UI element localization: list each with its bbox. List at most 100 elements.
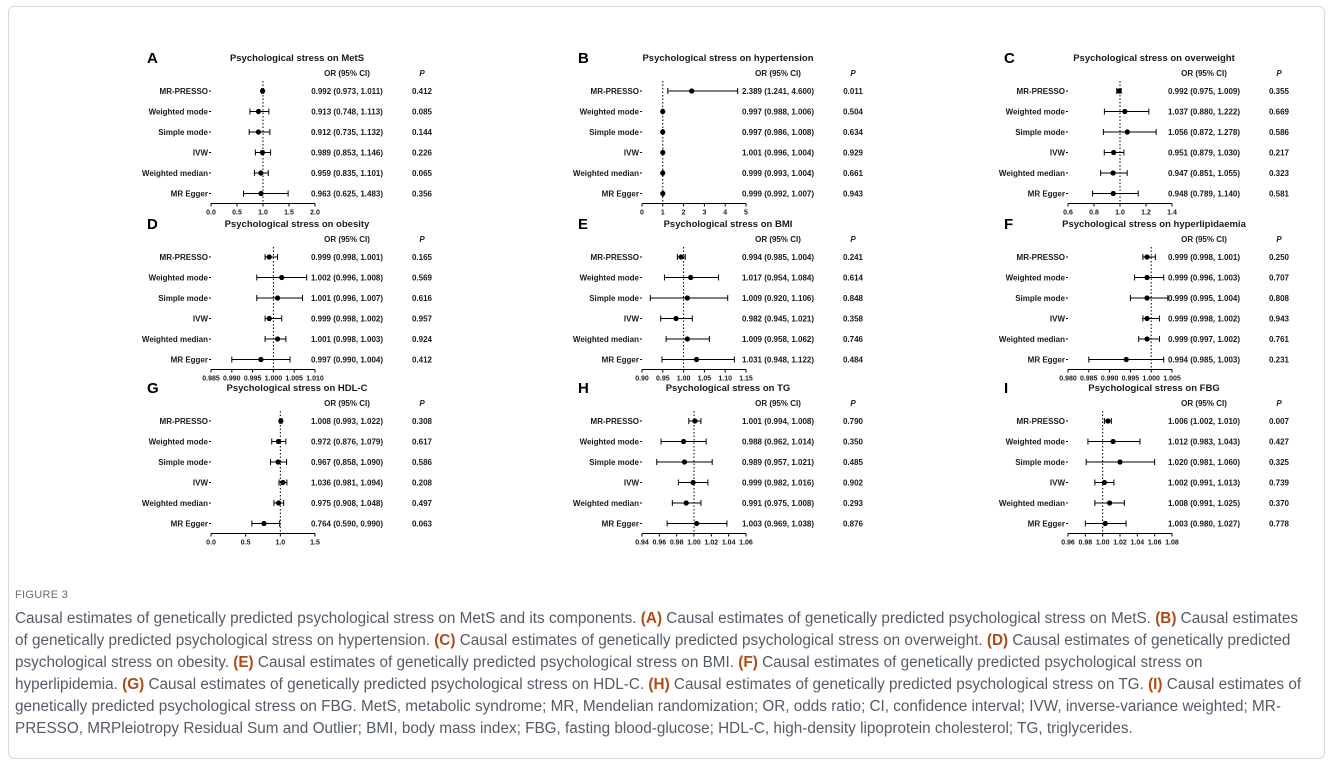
x-tick-label: 1.06 (1148, 540, 1162, 547)
x-tick-label: 1.0 (275, 540, 285, 547)
estimate-point (1124, 129, 1130, 135)
or-ci-value: 0.991 (0.975, 1.008) (742, 499, 814, 508)
x-tick-label: 0.985 (202, 376, 220, 383)
method-label: MR-PRESSO (1017, 417, 1065, 426)
x-tick-label: 1.2 (1141, 210, 1151, 217)
panel-h: H Psychological stress on TG OR (95% CI) P 0… (573, 380, 864, 547)
estimate-point (276, 500, 282, 506)
estimate-point (693, 356, 700, 363)
estimate-point (689, 88, 695, 94)
p-value: 0.848 (843, 294, 864, 303)
p-value: 0.790 (843, 417, 864, 426)
estimate-point (266, 254, 272, 260)
or-ci-value: 0.992 (0.975, 1.009) (1168, 87, 1240, 96)
caption-panel-ref: (B) (1155, 610, 1177, 627)
column-header-p: P (1276, 69, 1282, 78)
column-header-p: P (419, 69, 425, 78)
x-tick-label: 0.90 (635, 376, 649, 383)
estimate-point (692, 418, 698, 424)
method-label: IVW (624, 479, 640, 488)
figure-frame (8, 6, 1325, 759)
or-ci-value: 1.009 (0.958, 1.062) (742, 335, 814, 344)
panel-letter: E (578, 216, 588, 233)
method-label: Simple mode (589, 458, 639, 467)
panel-b: B Psychological stress on hypertension OR … (573, 50, 864, 217)
p-value: 0.924 (412, 335, 433, 344)
or-ci-value: 0.999 (0.992, 1.007) (742, 190, 814, 199)
or-ci-value: 0.988 (0.962, 1.014) (742, 438, 814, 447)
p-value: 0.325 (1269, 458, 1290, 467)
x-tick-label: 1.00 (1096, 540, 1110, 547)
method-label: Weighted mode (1006, 438, 1066, 447)
method-label: IVW (1050, 315, 1066, 324)
p-value: 0.943 (1269, 315, 1290, 324)
or-ci-value: 1.009 (0.920, 1.106) (742, 294, 814, 303)
method-label: MR-PRESSO (591, 253, 639, 262)
or-ci-value: 1.020 (0.981, 1.060) (1168, 458, 1240, 467)
estimate-point (255, 108, 262, 115)
caption-segment: Causal estimates of genetically predicte… (662, 610, 1156, 627)
method-label: Weighted median (142, 169, 208, 178)
column-header-p: P (850, 69, 856, 78)
or-ci-value: 1.008 (0.991, 1.025) (1168, 499, 1240, 508)
method-label: Simple mode (1015, 294, 1065, 303)
estimate-point (694, 520, 700, 527)
or-ci-value: 1.001 (0.998, 1.003) (311, 335, 383, 344)
estimate-point (259, 88, 266, 94)
estimate-point (660, 108, 666, 115)
p-value: 0.323 (1269, 169, 1290, 178)
panel-letter: C (1004, 50, 1015, 67)
method-label: Weighted median (142, 499, 208, 508)
estimate-point (688, 274, 694, 281)
or-ci-value: 0.997 (0.988, 1.006) (742, 108, 814, 117)
method-label: Weighted median (573, 169, 639, 178)
x-tick-label: 1.005 (1163, 376, 1181, 383)
estimate-point (275, 438, 281, 445)
p-value: 0.943 (843, 190, 864, 199)
p-value: 0.876 (843, 520, 864, 529)
panel-title: Psychological stress on BMI (664, 219, 793, 230)
estimate-point (690, 479, 696, 486)
x-tick-label: 0.98 (670, 540, 684, 547)
panel-letter: G (147, 380, 159, 397)
p-value: 0.355 (1269, 87, 1290, 96)
p-value: 0.746 (843, 335, 864, 344)
estimate-point (275, 459, 281, 465)
p-value: 0.350 (843, 438, 864, 447)
estimate-point (274, 295, 281, 301)
column-header-or: OR (95% CI) (755, 399, 801, 408)
p-value: 0.497 (412, 499, 433, 508)
p-value: 0.231 (1269, 356, 1290, 365)
column-header-p: P (850, 399, 856, 408)
estimate-point (1111, 149, 1117, 156)
x-tick-label: 1.05 (698, 376, 712, 383)
x-tick-label: 0.5 (241, 540, 251, 547)
p-value: 0.063 (412, 520, 433, 529)
p-value: 0.586 (1269, 128, 1290, 137)
estimate-point (684, 336, 690, 342)
x-tick-label: 1.08 (1165, 540, 1179, 547)
column-header-or: OR (95% CI) (1181, 235, 1227, 244)
method-label: MR Egger (171, 356, 208, 365)
estimate-point (660, 149, 666, 156)
caption-panel-ref: (D) (986, 632, 1009, 649)
caption-segment: Causal estimates of genetically predicte… (253, 654, 739, 671)
p-value: 0.484 (843, 356, 864, 365)
estimate-point (1122, 108, 1128, 115)
or-ci-value: 0.989 (0.853, 1.146) (311, 149, 383, 158)
x-tick-label: 1.00 (677, 376, 691, 383)
x-tick-label: 0.985 (1080, 376, 1098, 383)
or-ci-value: 1.037 (0.880, 1.222) (1168, 108, 1240, 117)
method-label: MR-PRESSO (160, 87, 208, 96)
method-label: MR Egger (1028, 190, 1065, 199)
p-value: 0.007 (1269, 417, 1290, 426)
caption-text: Causal estimates of genetically predicte… (15, 608, 1305, 740)
caption-segment: Causal estimates of genetically predicte… (15, 610, 641, 627)
p-value: 0.358 (843, 315, 864, 324)
or-ci-value: 0.989 (0.957, 1.021) (742, 458, 814, 467)
x-tick-label: 0.96 (653, 540, 667, 547)
method-label: Weighted mode (580, 438, 640, 447)
p-value: 0.617 (412, 438, 433, 447)
caption-segment: Causal estimates of genetically predicte… (144, 676, 649, 693)
or-ci-value: 0.972 (0.876, 1.079) (311, 438, 383, 447)
